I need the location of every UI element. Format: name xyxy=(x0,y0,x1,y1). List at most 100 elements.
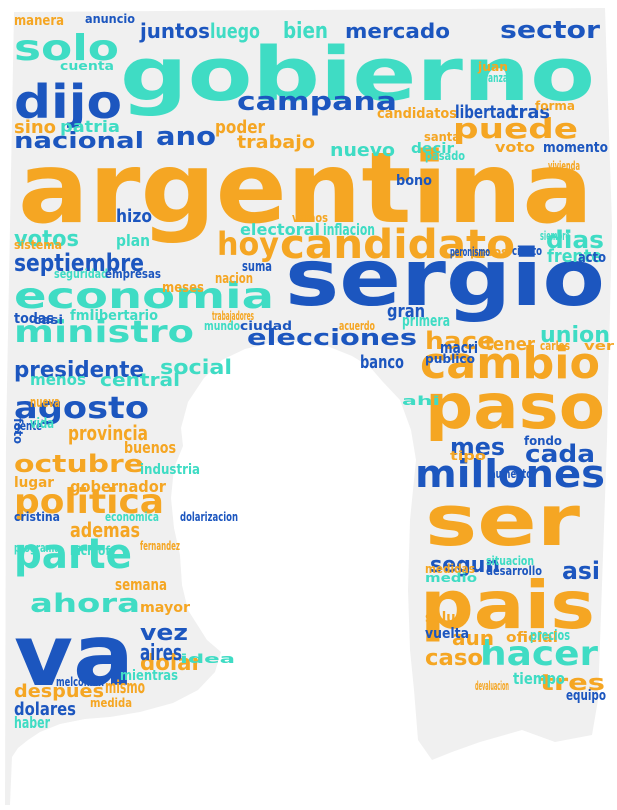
word-empresas: empresas xyxy=(105,267,161,281)
word-tener: tener xyxy=(485,334,535,355)
word-gran: gran xyxy=(387,301,425,322)
word-ciudad: ciudad xyxy=(240,319,292,333)
word-campana: campana xyxy=(237,87,397,117)
word-decir: decir xyxy=(411,141,454,157)
word-vida: vida xyxy=(30,416,54,432)
word-plan: plan xyxy=(116,231,150,250)
head-silhouette xyxy=(5,8,612,805)
word-salud: salud xyxy=(425,610,465,626)
word-sistema: sistema xyxy=(14,238,62,252)
word-vivienda: vivienda xyxy=(548,159,580,173)
word-vamos: vamos xyxy=(292,211,328,225)
word-mismo: mismo xyxy=(105,677,145,698)
word-paso: paso xyxy=(425,370,605,443)
word-argentina: argentina xyxy=(18,132,593,246)
word-segun: segun xyxy=(430,553,500,578)
word-ahora: ahora xyxy=(30,589,140,619)
word-frente: frente xyxy=(547,246,602,267)
word-buenos: buenos xyxy=(124,438,176,457)
word-suma: suma xyxy=(242,259,272,275)
word-union: union xyxy=(540,323,610,348)
word-forma: forma xyxy=(535,99,575,113)
word-poder: poder xyxy=(215,117,265,138)
word-momento: momento xyxy=(543,140,608,156)
word-macri: macri xyxy=(440,338,478,357)
word-octubre: octubre xyxy=(14,450,144,478)
word-solo: solo xyxy=(14,28,119,69)
word-ver: ver xyxy=(584,339,614,353)
word-sector: sector xyxy=(500,16,600,44)
word-provincia: provincia xyxy=(68,421,148,445)
word-voto: voto xyxy=(495,140,535,156)
word-mientras: mientras xyxy=(120,668,178,684)
word-agosto: agosto xyxy=(14,391,149,426)
word-fondo: fondo xyxy=(524,434,562,448)
word-tipo: tipo xyxy=(450,449,486,463)
word-vuelta: vuelta xyxy=(425,626,469,642)
word-economica: economica xyxy=(105,510,159,524)
word-votos: votos xyxy=(14,227,79,252)
word-ser: ser xyxy=(425,480,581,562)
word-nuevo: nuevo xyxy=(330,140,395,161)
word-ministro: ministro xyxy=(14,315,194,350)
word-carlos: carlos xyxy=(540,339,570,353)
word-luego: luego xyxy=(210,19,260,43)
word-pesos: pesos xyxy=(470,245,508,259)
word-sergio: sergio xyxy=(285,234,605,324)
word-aumento: aumento xyxy=(490,467,532,481)
word-devaluacion: devaluacion xyxy=(475,679,509,693)
word-hoy: hoy xyxy=(217,225,279,263)
word-libertad: libertad xyxy=(455,102,515,123)
word-trabajadores: trabajadores xyxy=(212,309,254,323)
word-despues: despues xyxy=(14,681,104,702)
word-situacion: situacion xyxy=(486,554,534,568)
word-precios: precios xyxy=(530,628,570,644)
word-oficial: oficial xyxy=(506,630,558,646)
word-acto: acto xyxy=(578,250,606,266)
word-equipo: equipo xyxy=(566,688,606,704)
word-casi: casi xyxy=(33,313,63,327)
word-primera: primera xyxy=(402,311,450,330)
word-nacion: nacion xyxy=(215,271,253,287)
word-anuncio: anuncio xyxy=(85,12,135,26)
word-parte: parte xyxy=(14,529,132,578)
word-asi: asi xyxy=(562,557,600,585)
word-semana: semana xyxy=(115,575,167,594)
word-inflacion: inflacion xyxy=(323,220,375,239)
word-economia: economia xyxy=(14,276,274,317)
word-juntos: juntos xyxy=(139,19,210,43)
word-juan: juan xyxy=(477,60,508,74)
word-tiempo: tiempo xyxy=(513,669,565,688)
word-candidatos: candidatos xyxy=(377,106,457,122)
word-aun: aun xyxy=(452,626,494,650)
word-dijo: dijo xyxy=(14,75,122,129)
word-tras: tras xyxy=(510,102,550,123)
word-caso: caso xyxy=(425,646,483,671)
word-bono: bono xyxy=(396,173,432,189)
word-avanza: avanza xyxy=(478,71,508,85)
word-medidas: medidas xyxy=(425,562,475,576)
word-mayor: mayor xyxy=(140,600,190,616)
word-candidato: candidato xyxy=(280,222,515,268)
word-cada: cada xyxy=(525,440,595,468)
word-pasado: pasado xyxy=(425,149,465,163)
word-melconian: melconian xyxy=(56,675,104,689)
word-gente: gente xyxy=(14,419,42,433)
word-cambio: cambio xyxy=(420,338,600,389)
word-trabajo: trabajo xyxy=(237,132,315,153)
word-industria: industria xyxy=(140,462,200,478)
word-electoral: electoral xyxy=(240,220,320,239)
word-aires: aires xyxy=(140,641,182,666)
word-programa: programa xyxy=(14,541,60,555)
word-menos: menos xyxy=(30,370,86,389)
word-hizo: hizo xyxy=(116,206,152,227)
word-acuerdo: acuerdo xyxy=(339,319,375,333)
word-ademas: ademas xyxy=(70,518,140,542)
word-politica: politica xyxy=(14,482,164,522)
word-dolarizacion: dolarizacion xyxy=(180,510,238,524)
word-siempre: siempre xyxy=(540,229,570,243)
word-fmi: fmi xyxy=(70,308,94,324)
word-va: va xyxy=(14,607,134,706)
word-gobierno: gobierno xyxy=(120,32,595,118)
